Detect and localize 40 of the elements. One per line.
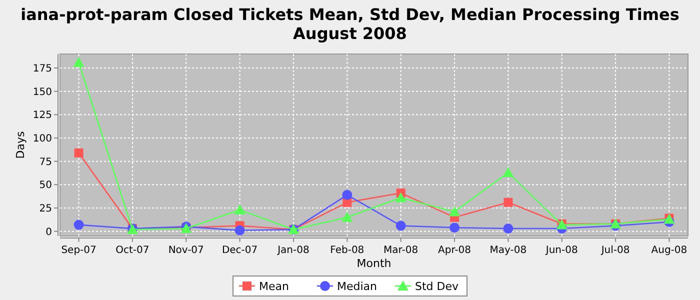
y-tick-label: 150 — [32, 86, 52, 98]
y-tick-label: 0 — [46, 226, 52, 238]
x-tick-label: Nov-07 — [168, 245, 204, 256]
y-tick-label: 50 — [39, 180, 52, 192]
x-tick-label: Mar-08 — [384, 245, 418, 256]
legend-label: Std Dev — [415, 280, 460, 293]
point — [449, 206, 460, 216]
point — [342, 212, 353, 222]
point — [73, 56, 84, 67]
x-tick-label: Oct-07 — [116, 245, 150, 256]
y-tick-label: 25 — [39, 204, 52, 214]
x-tick-label: Jan-08 — [276, 245, 310, 256]
x-tick-label: Feb-08 — [330, 245, 364, 256]
x-tick-label: Jul-08 — [600, 245, 630, 256]
point — [504, 198, 513, 207]
x-tick-label: Jun-08 — [544, 245, 578, 256]
point — [234, 225, 245, 236]
x-tick-label: Sep-07 — [61, 245, 96, 256]
point — [74, 220, 84, 230]
legend-label: Median — [337, 280, 378, 293]
x-tick-label: Aug-08 — [651, 245, 688, 256]
point — [395, 192, 406, 202]
y-axis-title: Days — [14, 131, 27, 159]
y-tick-label: 75 — [39, 156, 52, 168]
point — [450, 222, 460, 233]
x-tick-label: May-08 — [490, 245, 527, 256]
point — [502, 167, 514, 178]
point — [396, 220, 406, 231]
point — [74, 148, 84, 158]
chart-title: iana-prot-param Closed Tickets Mean, Std Dev, Median Processing Times August 2008 — [20, 5, 680, 43]
y-tick-label: 175 — [32, 64, 52, 74]
x-tick-label: Dec-07 — [222, 245, 258, 256]
legend-label: Mean — [259, 280, 289, 293]
y-tick-label: 125 — [32, 110, 52, 122]
y-tick-label: 100 — [32, 134, 52, 144]
point — [503, 224, 514, 234]
point — [342, 190, 352, 200]
x-axis-title: Month — [356, 257, 392, 270]
point — [234, 204, 246, 214]
x-tick-label: Apr-08 — [438, 245, 472, 256]
